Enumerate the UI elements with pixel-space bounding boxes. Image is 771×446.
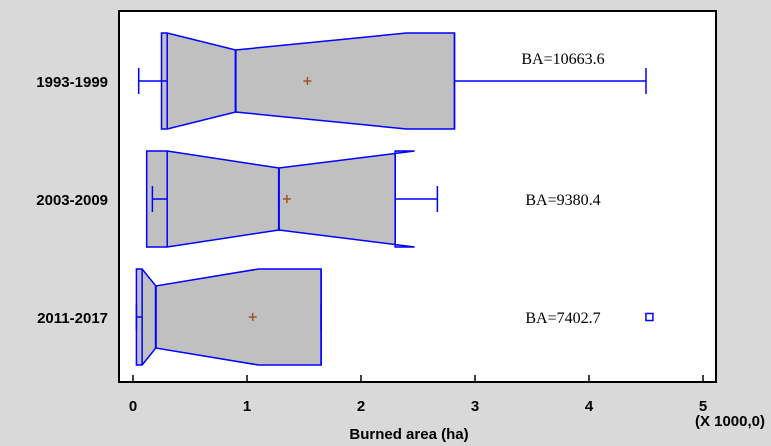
x-axis: 0 1 2 3 4 5	[129, 375, 707, 415]
x-tick-label: 1	[243, 398, 251, 415]
box-1993-1999: BA=10663.6	[137, 32, 647, 130]
x-tick-label: 4	[585, 398, 594, 415]
category-label: 2003-2009	[36, 192, 108, 209]
x-tick-label: 3	[471, 398, 479, 415]
box-2003-2009: BA=9380.4	[145, 150, 601, 248]
box-annotation: BA=7402.7	[525, 310, 600, 327]
box-annotation: BA=10663.6	[521, 51, 604, 68]
x-tick-label: 2	[357, 398, 365, 415]
box-annotation: BA=9380.4	[525, 192, 600, 209]
x-axis-label: Burned area (ha)	[349, 426, 468, 443]
x-scale-note: (X 1000,0)	[695, 413, 765, 430]
x-tick-label: 0	[129, 398, 137, 415]
box-2011-2017: BA=7402.7	[135, 268, 654, 366]
category-label: 2011-2017	[37, 310, 108, 327]
category-labels: 1993-1999 2003-2009 2011-2017	[36, 74, 108, 327]
outlier-point	[645, 312, 654, 322]
category-label: 1993-1999	[36, 74, 108, 91]
box-series: BA=10663.6 BA=9380.4 BA=7402.7	[135, 32, 654, 366]
x-tick-label: 5	[699, 398, 707, 415]
